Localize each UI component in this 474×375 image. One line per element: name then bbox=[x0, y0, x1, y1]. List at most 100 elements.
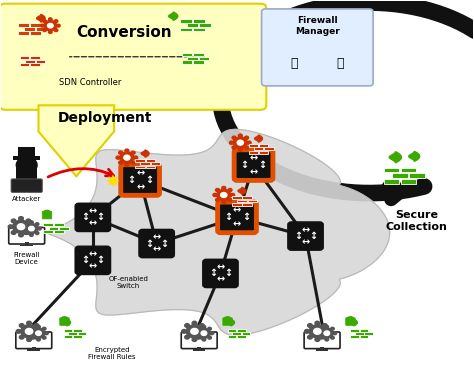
Text: ↕: ↕ bbox=[224, 212, 232, 222]
Circle shape bbox=[118, 151, 123, 154]
FancyBboxPatch shape bbox=[19, 56, 29, 59]
Circle shape bbox=[322, 335, 327, 339]
FancyBboxPatch shape bbox=[36, 60, 46, 63]
Circle shape bbox=[308, 335, 312, 339]
Circle shape bbox=[324, 331, 329, 336]
Polygon shape bbox=[46, 129, 390, 335]
Circle shape bbox=[31, 327, 35, 330]
Circle shape bbox=[19, 335, 24, 339]
Circle shape bbox=[228, 189, 232, 192]
Circle shape bbox=[202, 330, 207, 333]
FancyBboxPatch shape bbox=[289, 223, 322, 249]
FancyBboxPatch shape bbox=[193, 19, 205, 23]
Circle shape bbox=[233, 137, 247, 148]
Polygon shape bbox=[350, 319, 357, 326]
Text: ↔: ↔ bbox=[89, 261, 97, 272]
Circle shape bbox=[28, 332, 32, 334]
Circle shape bbox=[120, 152, 134, 163]
Circle shape bbox=[238, 134, 242, 137]
FancyBboxPatch shape bbox=[60, 318, 69, 326]
Text: ↔: ↔ bbox=[153, 232, 161, 243]
Circle shape bbox=[29, 234, 33, 236]
FancyBboxPatch shape bbox=[73, 335, 82, 338]
Circle shape bbox=[40, 24, 44, 27]
Text: ↕: ↕ bbox=[309, 231, 317, 241]
FancyBboxPatch shape bbox=[64, 335, 72, 338]
FancyBboxPatch shape bbox=[146, 165, 155, 168]
Circle shape bbox=[216, 198, 219, 201]
Circle shape bbox=[196, 327, 200, 330]
Circle shape bbox=[305, 330, 309, 333]
Circle shape bbox=[196, 336, 200, 339]
FancyBboxPatch shape bbox=[243, 196, 252, 199]
FancyBboxPatch shape bbox=[16, 332, 52, 349]
Circle shape bbox=[36, 331, 41, 336]
Bar bbox=[25, 242, 28, 245]
Circle shape bbox=[333, 332, 337, 334]
Circle shape bbox=[35, 223, 39, 225]
Circle shape bbox=[48, 31, 52, 33]
FancyBboxPatch shape bbox=[187, 23, 199, 27]
Polygon shape bbox=[227, 319, 235, 326]
Text: ↕: ↕ bbox=[127, 175, 135, 185]
Circle shape bbox=[34, 324, 39, 327]
FancyBboxPatch shape bbox=[25, 60, 35, 63]
FancyBboxPatch shape bbox=[140, 162, 150, 165]
Bar bbox=[193, 349, 205, 351]
Circle shape bbox=[44, 21, 57, 31]
Polygon shape bbox=[141, 150, 149, 157]
Circle shape bbox=[185, 324, 190, 327]
FancyBboxPatch shape bbox=[43, 223, 53, 226]
Circle shape bbox=[247, 141, 251, 144]
FancyBboxPatch shape bbox=[264, 147, 273, 150]
Circle shape bbox=[32, 328, 45, 338]
Circle shape bbox=[317, 332, 320, 334]
Circle shape bbox=[319, 327, 323, 330]
Circle shape bbox=[47, 23, 53, 28]
Circle shape bbox=[228, 198, 232, 201]
FancyBboxPatch shape bbox=[383, 168, 399, 172]
Circle shape bbox=[116, 156, 120, 159]
Text: Attacker: Attacker bbox=[12, 196, 41, 202]
Bar bbox=[316, 349, 328, 351]
FancyBboxPatch shape bbox=[259, 151, 268, 153]
Circle shape bbox=[185, 335, 190, 339]
Text: ↕: ↕ bbox=[145, 238, 153, 249]
FancyBboxPatch shape bbox=[383, 179, 399, 184]
Circle shape bbox=[315, 338, 319, 342]
Bar bbox=[197, 347, 201, 350]
Circle shape bbox=[18, 217, 23, 220]
Text: ↔: ↔ bbox=[136, 168, 144, 178]
Polygon shape bbox=[255, 135, 263, 142]
FancyBboxPatch shape bbox=[48, 227, 58, 230]
FancyBboxPatch shape bbox=[355, 332, 364, 335]
FancyBboxPatch shape bbox=[151, 162, 160, 165]
Circle shape bbox=[56, 24, 60, 27]
Circle shape bbox=[134, 156, 137, 159]
Circle shape bbox=[29, 225, 34, 229]
Circle shape bbox=[28, 226, 34, 231]
Circle shape bbox=[13, 220, 29, 233]
FancyBboxPatch shape bbox=[18, 32, 29, 35]
FancyBboxPatch shape bbox=[43, 230, 53, 233]
FancyBboxPatch shape bbox=[237, 200, 247, 202]
Circle shape bbox=[192, 338, 197, 342]
Circle shape bbox=[245, 146, 248, 149]
FancyBboxPatch shape bbox=[365, 332, 373, 335]
Circle shape bbox=[26, 219, 31, 223]
Circle shape bbox=[202, 338, 206, 341]
FancyBboxPatch shape bbox=[42, 211, 52, 219]
FancyBboxPatch shape bbox=[193, 28, 205, 31]
Circle shape bbox=[19, 324, 24, 327]
Polygon shape bbox=[169, 12, 178, 20]
Circle shape bbox=[11, 231, 16, 234]
Circle shape bbox=[315, 321, 319, 325]
FancyBboxPatch shape bbox=[200, 23, 211, 27]
Circle shape bbox=[54, 29, 58, 32]
Circle shape bbox=[201, 331, 207, 336]
Text: Firewall
Manager: Firewall Manager bbox=[295, 16, 340, 36]
FancyBboxPatch shape bbox=[121, 165, 159, 195]
FancyBboxPatch shape bbox=[146, 159, 155, 162]
FancyBboxPatch shape bbox=[9, 227, 45, 244]
Circle shape bbox=[208, 327, 211, 330]
